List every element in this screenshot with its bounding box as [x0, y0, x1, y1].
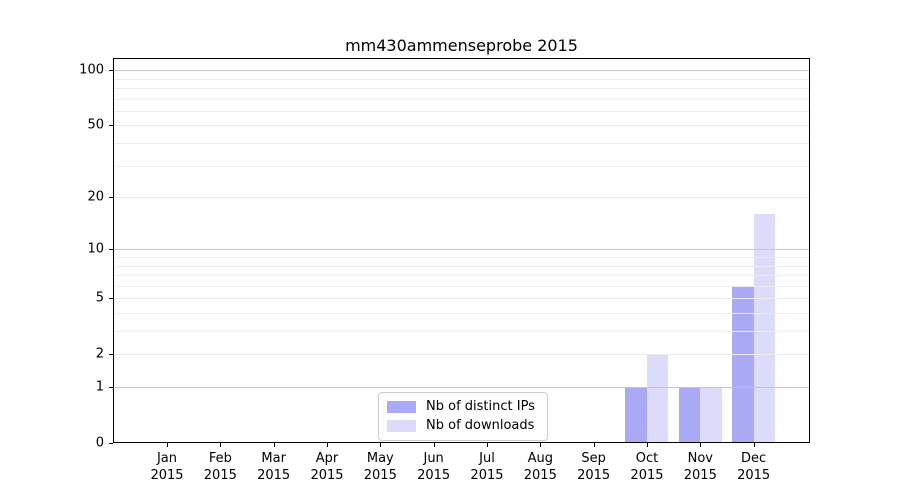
gridline-minor: [113, 312, 810, 314]
x-tick-label: Jan 2015: [150, 451, 184, 483]
x-tick-mark: [273, 443, 275, 447]
x-tick-label: May 2015: [363, 451, 397, 483]
gridline-minor: [113, 143, 810, 145]
gridline-minor: [113, 165, 810, 167]
gridline-minor: [113, 285, 810, 287]
gridline-major: [113, 249, 810, 251]
gridline-minor: [113, 125, 810, 127]
x-tick-mark: [593, 443, 595, 447]
chart-title: mm430ammenseprobe 2015: [345, 36, 578, 55]
gridline-minor: [113, 265, 810, 267]
y-tick-label: 1: [95, 379, 104, 395]
y-tick-mark: [109, 125, 113, 127]
gridline-minor: [113, 257, 810, 258]
y-tick-mark: [109, 387, 113, 388]
bar-distinct-ips: [625, 387, 647, 443]
y-tick-mark: [109, 249, 113, 251]
gridline-minor: [113, 354, 810, 356]
x-tick-mark: [433, 443, 435, 447]
gridline-major: [113, 70, 810, 72]
x-tick-mark: [220, 443, 222, 447]
x-tick-label: Aug 2015: [523, 451, 557, 483]
bar-downloads: [753, 214, 776, 443]
bar-downloads: [700, 387, 722, 443]
gridline-major: [113, 387, 810, 388]
y-tick-label: 20: [87, 189, 104, 205]
gridline-minor: [113, 298, 810, 300]
x-tick-label: Jul 2015: [470, 451, 504, 483]
legend-swatch-distinct-ips: [387, 400, 416, 413]
gridline-minor: [113, 88, 810, 90]
x-tick-mark: [167, 443, 168, 447]
y-tick-label: 50: [87, 117, 104, 133]
y-tick-label: 0: [95, 435, 104, 451]
legend-label-distinct-ips: Nb of distinct IPs: [426, 399, 535, 414]
x-tick-label: Jun 2015: [417, 451, 451, 483]
y-tick-mark: [109, 443, 113, 444]
x-tick-mark: [540, 443, 542, 447]
gridline-minor: [113, 78, 810, 80]
plot-area: 100 50 20 10 5 2 1 0 Jan 2015 Feb 2015 Mar 2015 Apr 20…: [79, 58, 810, 483]
y-tick-mark: [109, 197, 113, 199]
x-tick-mark: [646, 443, 648, 447]
gridline-minor: [113, 275, 810, 277]
x-tick-label: Mar 2015: [257, 451, 291, 483]
x-tick-mark: [486, 443, 488, 447]
y-tick-mark: [109, 298, 113, 300]
gridline-minor: [113, 98, 810, 100]
x-tick-label: Sep 2015: [577, 451, 611, 483]
x-tick-mark: [380, 443, 382, 447]
y-tick-mark: [109, 70, 113, 72]
x-tick-mark: [753, 443, 755, 447]
legend: Nb of distinct IPs Nb of downloads: [378, 392, 548, 441]
x-tick-label: Nov 2015: [683, 451, 717, 483]
x-tick-label: Oct 2015: [630, 451, 664, 483]
bar-distinct-ips: [732, 285, 754, 443]
plot-border: [113, 58, 810, 443]
x-tick-mark: [700, 443, 702, 447]
legend-label-downloads: Nb of downloads: [426, 418, 535, 433]
gridline-minor: [113, 110, 810, 112]
x-tick-label: Feb 2015: [203, 451, 237, 483]
y-tick-label: 5: [95, 290, 104, 306]
y-tick-label: 2: [95, 346, 104, 362]
gridline-minor: [113, 197, 810, 199]
legend-item-distinct-ips: Nb of distinct IPs: [379, 397, 547, 416]
y-tick-mark: [109, 354, 113, 356]
x-tick-label: Dec 2015: [737, 451, 771, 483]
bar-distinct-ips: [678, 387, 701, 443]
gridline-minor: [113, 331, 810, 333]
legend-swatch-downloads: [387, 419, 416, 432]
bar-downloads: [646, 354, 669, 443]
y-tick-label: 100: [79, 62, 104, 78]
y-tick-label: 10: [87, 241, 104, 257]
x-tick-mark: [326, 443, 328, 447]
legend-item-downloads: Nb of downloads: [379, 416, 547, 435]
x-tick-label: Apr 2015: [310, 451, 344, 483]
